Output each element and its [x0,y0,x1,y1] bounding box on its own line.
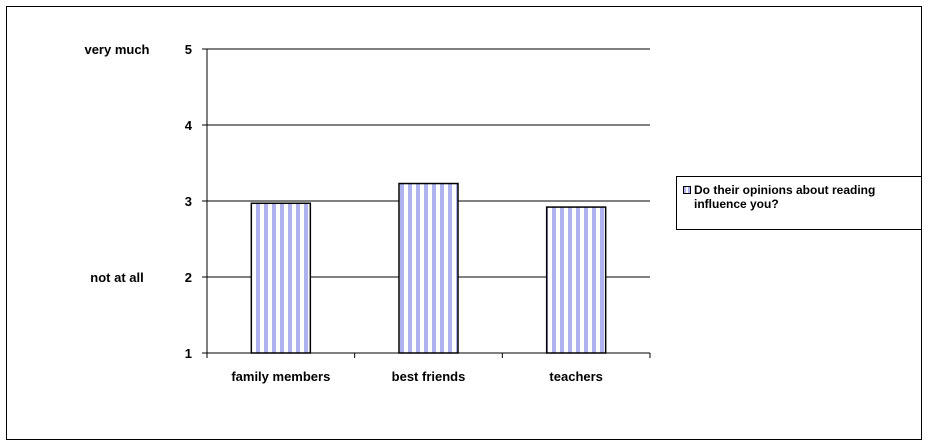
y-anchor-label: not at all [90,270,143,285]
legend-swatch [683,186,691,194]
y-tick-label: 4 [185,118,193,133]
bar-family-members [250,202,312,354]
bar-best-friends [398,182,459,354]
x-tick-label: family members [231,369,330,384]
x-tick-label: best friends [392,369,466,384]
y-tick-label: 1 [185,346,192,361]
x-tick-label: teachers [549,369,602,384]
y-tick-label: 5 [185,42,192,57]
axes [202,48,651,358]
y-anchor-label: very much [84,42,149,57]
axis-labels: 1 2 3 4 5 very much not at all family members be… [84,42,602,384]
y-tick-label: 3 [185,194,192,209]
bar-teachers [545,206,607,354]
legend-label: Do their opinions about reading influenc… [694,183,876,211]
bars [250,182,607,354]
y-tick-label: 2 [185,270,192,285]
legend [676,176,922,230]
